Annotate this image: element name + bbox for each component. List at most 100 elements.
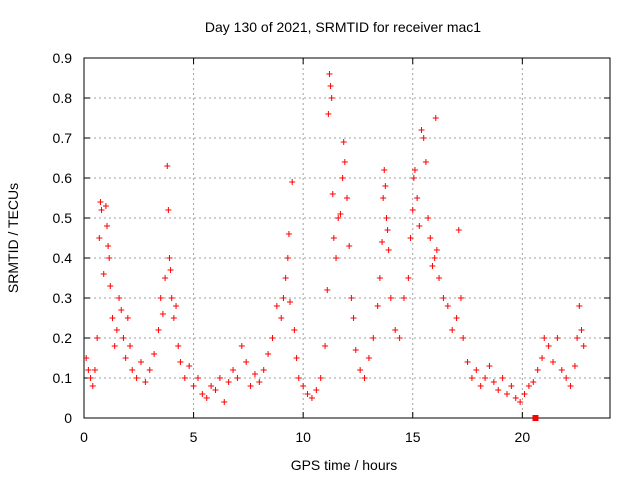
data-point (405, 275, 412, 281)
data-point (291, 327, 298, 333)
data-point (234, 375, 241, 381)
data-point (495, 387, 502, 393)
data-point (370, 335, 377, 341)
data-point (380, 195, 387, 201)
data-point (186, 363, 193, 369)
data-point (199, 391, 206, 397)
data-point (238, 343, 245, 349)
data-point (381, 167, 388, 173)
y-tick-label: 0.3 (53, 290, 73, 306)
data-point (203, 395, 210, 401)
data-point (576, 303, 583, 309)
square-marker (532, 415, 539, 421)
data-point (127, 343, 134, 349)
y-axis-label: SRMTID / TECUs (5, 183, 21, 293)
data-point (567, 383, 574, 389)
data-point (396, 335, 403, 341)
data-point (384, 227, 391, 233)
x-axis-label: GPS time / hours (291, 457, 398, 473)
data-point (313, 387, 320, 393)
data-point (97, 199, 104, 205)
data-point (190, 383, 197, 389)
data-point (580, 343, 587, 349)
data-point (247, 383, 254, 389)
grid-lines (84, 58, 610, 418)
data-point (157, 295, 164, 301)
data-point (365, 355, 372, 361)
data-point (116, 295, 123, 301)
data-point (322, 343, 329, 349)
data-point (326, 71, 333, 77)
data-point (155, 327, 162, 333)
data-point (168, 295, 175, 301)
data-point (422, 159, 429, 165)
data-point (545, 343, 552, 349)
data-point (429, 263, 436, 269)
data-point (525, 383, 532, 389)
data-point (333, 255, 340, 261)
data-point (208, 383, 215, 389)
data-point (173, 303, 180, 309)
data-point (453, 315, 460, 321)
data-point (175, 343, 182, 349)
data-point (142, 379, 149, 385)
data-point (348, 295, 355, 301)
data-point (221, 399, 228, 405)
data-point (328, 95, 335, 101)
data-point (512, 395, 519, 401)
data-point (177, 359, 184, 365)
data-point (280, 295, 287, 301)
data-point (440, 295, 447, 301)
data-point (508, 383, 515, 389)
x-tick-label: 15 (405, 429, 421, 445)
data-point (574, 335, 581, 341)
data-point (376, 275, 383, 281)
data-point (517, 399, 524, 405)
data-point (273, 303, 280, 309)
data-point (374, 303, 381, 309)
data-point (282, 275, 289, 281)
data-point (416, 223, 423, 229)
data-point (578, 327, 585, 333)
data-point (383, 215, 390, 221)
data-point (432, 115, 439, 121)
data-point (118, 307, 125, 313)
data-point (530, 379, 537, 385)
data-point (499, 375, 506, 381)
y-tick-label: 0.2 (53, 330, 73, 346)
data-point (563, 375, 570, 381)
data-point (335, 215, 342, 221)
data-point (571, 363, 578, 369)
data-point (243, 359, 250, 365)
axis-ticks: 0 0.1 0.2 0.3 0.4 0.5 0.6 0.7 0.8 0.9 0 5 10 15 20 (53, 50, 610, 445)
data-point (87, 375, 94, 381)
data-point (151, 351, 158, 357)
y-tick-label: 0.9 (53, 50, 73, 66)
data-point (278, 315, 285, 321)
data-point (357, 367, 364, 373)
data-point (167, 267, 174, 273)
data-point (285, 231, 292, 237)
y-tick-label: 0.1 (53, 370, 73, 386)
data-point (444, 303, 451, 309)
data-point (503, 391, 510, 397)
data-point (94, 335, 101, 341)
x-tick-label: 0 (80, 429, 88, 445)
plot-frame (83, 57, 611, 419)
data-point (170, 315, 177, 321)
data-point (534, 367, 541, 373)
data-point (324, 287, 331, 293)
y-tick-label: 0 (64, 410, 72, 426)
data-point (352, 347, 359, 353)
data-point (387, 295, 394, 301)
x-tick-label: 5 (190, 429, 198, 445)
y-tick-label: 0.8 (53, 90, 73, 106)
data-point (216, 375, 223, 381)
data-point (85, 367, 92, 373)
data-point (340, 139, 347, 145)
data-point (486, 363, 493, 369)
data-point (146, 367, 153, 373)
data-point (541, 335, 548, 341)
data-point (420, 135, 427, 141)
data-point (300, 383, 307, 389)
